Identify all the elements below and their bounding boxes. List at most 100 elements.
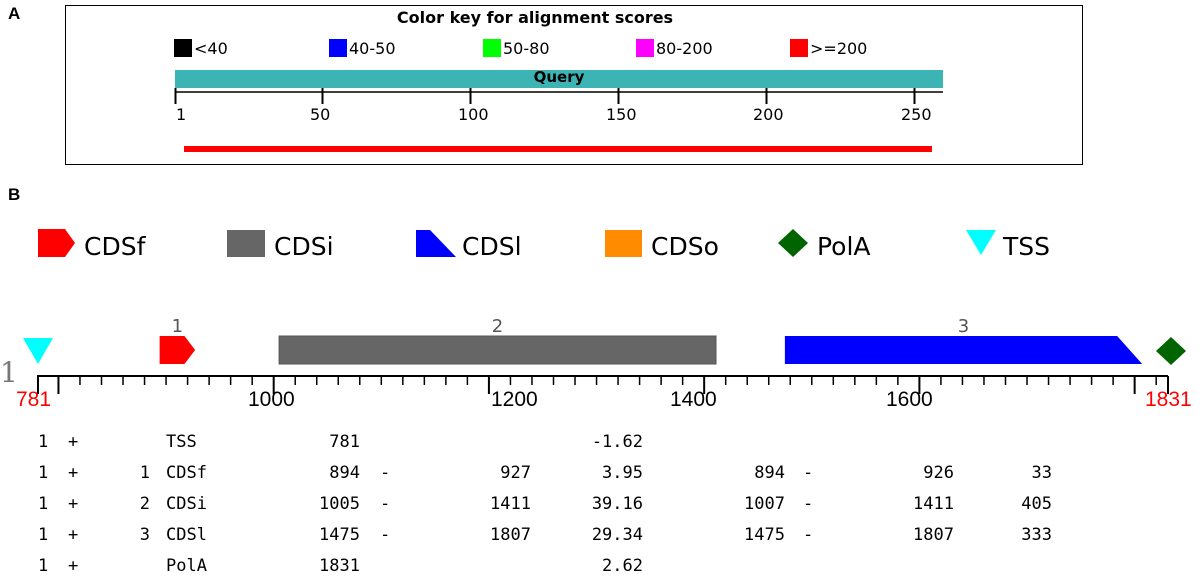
- table-cell-dash: -: [380, 463, 391, 483]
- table-cell-col1: 1: [38, 525, 49, 545]
- axis-start-label: 781: [16, 388, 52, 411]
- track-number: 1: [0, 356, 18, 389]
- key-swatch-magenta: [636, 39, 654, 57]
- color-key-panel: [65, 5, 1083, 165]
- table-cell-type: CDSi: [166, 494, 207, 514]
- table-cell-strand: +: [68, 432, 79, 452]
- ruler-label-100: 100: [458, 105, 489, 124]
- table-cell-score: -1.62: [591, 432, 643, 452]
- tss-marker: [23, 338, 53, 364]
- key-label-lt40: <40: [194, 38, 228, 58]
- table-cell-num: 3: [139, 525, 150, 545]
- pola-legend-icon: [778, 229, 808, 257]
- table-cell-start2: 1475: [744, 525, 785, 545]
- table-cell-type: PolA: [166, 556, 207, 576]
- table-cell-start: 894: [329, 463, 360, 483]
- query-label: Query: [533, 68, 585, 86]
- alignment-hit-bar: [184, 146, 932, 152]
- table-cell-start: 1475: [319, 525, 360, 545]
- tss-legend-icon: [966, 230, 996, 255]
- table-cell-col1: 1: [38, 432, 49, 452]
- cdsl-legend-icon: [416, 230, 456, 257]
- key-label-40-50: 40-50: [349, 38, 396, 58]
- axis-tick-label-1400: 1400: [670, 388, 717, 411]
- key-label-gte200: >=200: [810, 38, 868, 58]
- table-cell-len: 405: [1021, 494, 1052, 514]
- table-cell-start2: 894: [754, 463, 785, 483]
- legend-label-cdso: CDSo: [651, 232, 719, 261]
- key-swatch-green: [483, 39, 501, 57]
- ruler-label-250: 250: [901, 105, 932, 124]
- table-cell-score: 39.16: [591, 494, 643, 514]
- feature-number-label: 1: [172, 316, 183, 337]
- axis-end-label: 1831: [1145, 388, 1192, 411]
- table-cell-dash: -: [380, 525, 391, 545]
- cdso-legend-icon: [605, 230, 642, 257]
- key-item-gte200: >=200: [790, 38, 867, 58]
- table-cell-strand: +: [68, 556, 79, 576]
- table-cell-start: 1005: [319, 494, 360, 514]
- results-table: 1 + TSS 781 -1.62 1 +1 CDSf 894-927 3.95 894-926 33…: [0, 432, 1200, 582]
- table-cell-num: 1: [139, 463, 150, 483]
- table-cell-strand: +: [68, 463, 79, 483]
- feature-legend-icons: [38, 229, 996, 257]
- legend-label-cdsi: CDSi: [274, 232, 334, 261]
- table-cell-end2: 926: [923, 463, 954, 483]
- table-cell-len: 333: [1021, 525, 1052, 545]
- legend-label-cdsf: CDSf: [84, 232, 146, 261]
- key-item-40-50: 40-50: [329, 38, 396, 58]
- key-swatch-red: [790, 39, 808, 57]
- cdsi-legend-icon: [227, 230, 265, 257]
- ruler-label-200: 200: [753, 105, 784, 124]
- table-cell-col1: 1: [38, 463, 49, 483]
- table-cell-start2: 1007: [744, 494, 785, 514]
- axis-tick-label-1600: 1600: [886, 388, 933, 411]
- key-item-lt40: <40: [174, 38, 228, 58]
- table-cell-type: CDSl: [166, 525, 207, 545]
- table-cell-strand: +: [68, 525, 79, 545]
- ruler-label-50: 50: [310, 105, 331, 124]
- ruler-label-1: 1: [176, 105, 187, 124]
- table-cell-num: 2: [139, 494, 150, 514]
- query-ruler: [174, 88, 943, 104]
- table-cell-score: 3.95: [602, 463, 643, 483]
- panel-b-letter: B: [8, 185, 21, 204]
- table-cell-end: 1807: [490, 525, 531, 545]
- table-cell-end: 927: [500, 463, 531, 483]
- table-cell-end2: 1807: [913, 525, 954, 545]
- query-bar: [175, 70, 943, 88]
- axis-tick-label-1200: 1200: [491, 388, 538, 411]
- table-cell-dash: -: [380, 494, 391, 514]
- legend-label-pola: PolA: [817, 232, 871, 261]
- feature-number-label: 2: [492, 316, 503, 337]
- legend-label-tss: TSS: [1003, 232, 1051, 261]
- feature-cdsf: [159, 336, 196, 364]
- table-cell-score: 2.62: [602, 556, 643, 576]
- table-cell-dash2: -: [803, 494, 814, 514]
- color-key-title: Color key for alignment scores: [396, 8, 674, 27]
- table-cell-col1: 1: [38, 494, 49, 514]
- table-cell-start: 781: [329, 432, 360, 452]
- key-item-80-200: 80-200: [636, 38, 713, 58]
- table-cell-col1: 1: [38, 556, 49, 576]
- table-cell-end2: 1411: [913, 494, 954, 514]
- table-cell-len: 33: [1031, 463, 1052, 483]
- key-swatch-blue: [329, 39, 347, 57]
- table-cell-dash2: -: [803, 463, 814, 483]
- key-label-80-200: 80-200: [656, 38, 713, 58]
- table-cell-score: 29.34: [591, 525, 643, 545]
- ruler-label-150: 150: [606, 105, 637, 124]
- table-cell-dash2: -: [803, 525, 814, 545]
- table-cell-end: 1411: [490, 494, 531, 514]
- pola-marker: [1156, 337, 1186, 365]
- key-swatch-black: [174, 39, 192, 57]
- table-cell-strand: +: [68, 494, 79, 514]
- table-cell-start: 1831: [319, 556, 360, 576]
- table-cell-type: CDSf: [166, 463, 207, 483]
- panel-a-letter: A: [8, 4, 21, 23]
- legend-label-cdsl: CDSl: [462, 232, 522, 261]
- key-label-50-80: 50-80: [503, 38, 550, 58]
- feature-cdsl: [784, 336, 1143, 364]
- gene-track: 1 2 3: [23, 316, 1186, 394]
- table-cell-type: TSS: [166, 432, 197, 452]
